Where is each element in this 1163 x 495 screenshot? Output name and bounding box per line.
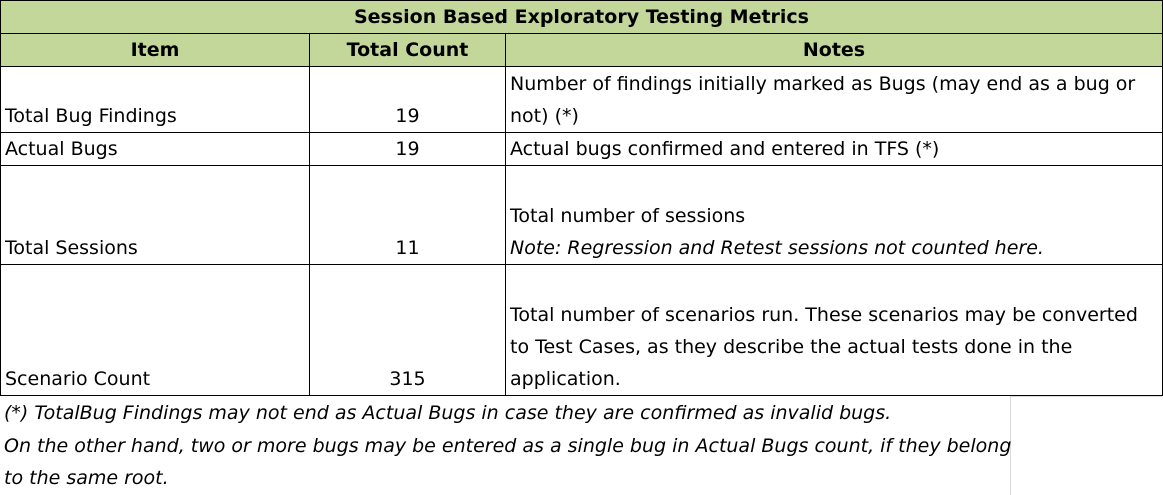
cell-count[interactable]: 315: [309, 264, 506, 396]
cell-notes[interactable]: Actual bugs confirmed and entered in TFS…: [505, 132, 1163, 166]
cell-item[interactable]: Scenario Count: [0, 264, 310, 396]
table-title[interactable]: Session Based Exploratory Testing Metric…: [0, 0, 1163, 34]
title-row: Session Based Exploratory Testing Metric…: [0, 0, 1163, 34]
cell-count[interactable]: 11: [309, 165, 506, 265]
header-row: Item Total Count Notes: [0, 33, 1163, 67]
footnote-cell[interactable]: (*) TotalBug Findings may not end as Act…: [0, 396, 1011, 495]
table-row: Scenario Count 315 Total number of scena…: [0, 264, 1163, 396]
notes-line: Number of findings initially marked as B…: [510, 73, 1136, 95]
notes-line: Actual bugs confirmed and entered in TFS…: [510, 138, 940, 160]
notes-line: to Test Cases, as they describe the actu…: [510, 336, 1073, 358]
footnote-line: to the same root.: [4, 467, 169, 489]
notes-line: application.: [510, 368, 621, 390]
notes-line: not) (*): [510, 105, 579, 127]
notes-line: Total number of scenarios run. These sce…: [510, 304, 1138, 326]
notes-line: Total number of sessions: [510, 205, 746, 227]
cell-notes[interactable]: Total number of sessions Note: Regressio…: [505, 165, 1163, 265]
notes-italic-line: Note: Regression and Retest sessions not…: [510, 237, 1044, 259]
cell-notes[interactable]: Number of findings initially marked as B…: [505, 66, 1163, 133]
footnote-line: (*) TotalBug Findings may not end as Act…: [4, 402, 892, 424]
table-row: Actual Bugs 19 Actual bugs confirmed and…: [0, 132, 1163, 166]
cell-notes[interactable]: Total number of scenarios run. These sce…: [505, 264, 1163, 396]
header-item[interactable]: Item: [0, 33, 310, 67]
header-notes[interactable]: Notes: [505, 33, 1163, 67]
cell-count[interactable]: 19: [309, 132, 506, 166]
header-total-count[interactable]: Total Count: [309, 33, 506, 67]
cell-item[interactable]: Total Sessions: [0, 165, 310, 265]
cell-item[interactable]: Total Bug Findings: [0, 66, 310, 133]
table-row: Total Sessions 11 Total number of sessio…: [0, 165, 1163, 265]
table-row: Total Bug Findings 19 Number of findings…: [0, 66, 1163, 133]
empty-cell[interactable]: [1010, 396, 1162, 495]
metrics-table: Session Based Exploratory Testing Metric…: [0, 0, 1163, 396]
footnote-line: On the other hand, two or more bugs may …: [4, 435, 1012, 457]
cell-item[interactable]: Actual Bugs: [0, 132, 310, 166]
gridline: [1010, 396, 1162, 397]
cell-count[interactable]: 19: [309, 66, 506, 133]
